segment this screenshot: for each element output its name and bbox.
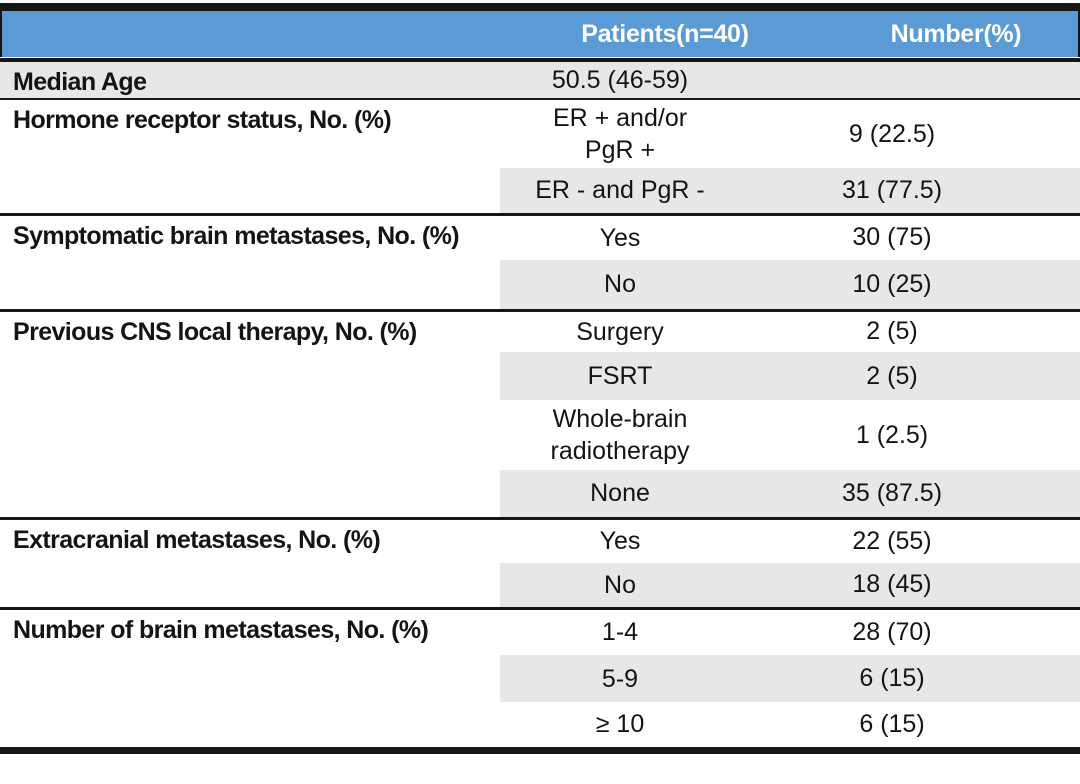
count-cell: 22 (55) (852, 526, 932, 555)
category-cell: 5-9 (500, 655, 740, 702)
table-row: Median Age 50.5 (46-59) (0, 60, 1080, 99)
table-row: ER - and PgR - 31 (77.5) (0, 168, 1080, 214)
row-label-previous-cns: Previous CNS local therapy, No. (%) (13, 317, 417, 346)
category-cell: Yes (599, 527, 641, 556)
row-label-median-age: Median Age (0, 60, 500, 99)
patient-characteristics-table: Patients(n=40) Number(%) Median Age 50.5… (0, 3, 1080, 754)
count-cell: 6 (15) (740, 655, 1080, 702)
category-cell: Surgery (576, 317, 664, 346)
row-label-number-brain-mets: Number of brain metastases, No. (%) (13, 615, 429, 644)
category-cell: 1-4 (601, 618, 639, 647)
table-row: Symptomatic brain metastases, No. (%) Ye… (0, 214, 1080, 260)
group-median-age: Median Age 50.5 (46-59) (0, 60, 1080, 99)
top-rule (0, 3, 1080, 11)
characteristics-table: Median Age 50.5 (46-59) Hormone receptor… (0, 58, 1080, 754)
count-cell (740, 60, 1080, 99)
category-cell: No (500, 563, 740, 608)
count-cell: 28 (70) (852, 617, 932, 646)
table-row: Extracranial metastases, No. (%) Yes 22 … (0, 518, 1080, 563)
row-label-hormone-receptor: Hormone receptor status, No. (%) (13, 106, 392, 134)
count-cell: 35 (87.5) (740, 470, 1080, 518)
table-header-row: Patients(n=40) Number(%) (0, 11, 1080, 57)
category-cell: Whole-brain radiotherapy (550, 405, 690, 465)
count-cell: 18 (45) (740, 563, 1080, 608)
count-cell: 9 (22.5) (848, 119, 936, 148)
header-patients: Patients(n=40) (581, 20, 749, 48)
category-cell: FSRT (500, 352, 740, 400)
table-row: Whole-brain radiotherapy 1 (2.5) (0, 400, 1080, 470)
table-row: ≥ 10 6 (15) (0, 702, 1080, 750)
row-label-symptomatic: Symptomatic brain metastases, No. (%) (13, 221, 460, 250)
group-previous-cns-therapy: Previous CNS local therapy, No. (%) Surg… (0, 310, 1080, 518)
category-cell: None (500, 470, 740, 518)
count-cell: 2 (5) (866, 317, 918, 346)
table-row: No 10 (25) (0, 260, 1080, 310)
count-cell: 2 (5) (740, 352, 1080, 400)
group-hormone-receptor: Hormone receptor status, No. (%) ER + an… (0, 99, 1080, 214)
category-cell: ER - and PgR - (500, 168, 740, 214)
count-cell: 1 (2.5) (855, 420, 929, 449)
count-cell: 6 (15) (859, 709, 925, 738)
category-cell: 50.5 (46-59) (500, 60, 740, 99)
table-row: Previous CNS local therapy, No. (%) Surg… (0, 310, 1080, 352)
category-cell: ≥ 10 (595, 710, 645, 739)
count-cell: 31 (77.5) (740, 168, 1080, 214)
count-cell: 10 (25) (740, 260, 1080, 310)
count-cell: 30 (75) (852, 223, 932, 252)
table-row: None 35 (87.5) (0, 470, 1080, 518)
group-extracranial-metastases: Extracranial metastases, No. (%) Yes 22 … (0, 518, 1080, 608)
category-cell: Yes (599, 223, 641, 252)
table-row: FSRT 2 (5) (0, 352, 1080, 400)
table-row: No 18 (45) (0, 563, 1080, 608)
row-label-extracranial: Extracranial metastases, No. (%) (13, 525, 381, 554)
table-row: Hormone receptor status, No. (%) ER + an… (0, 99, 1080, 168)
table-row: Number of brain metastases, No. (%) 1-4 … (0, 608, 1080, 655)
group-symptomatic-brain-metastases: Symptomatic brain metastases, No. (%) Ye… (0, 214, 1080, 310)
table-row: 5-9 6 (15) (0, 655, 1080, 702)
group-number-brain-metastases: Number of brain metastases, No. (%) 1-4 … (0, 608, 1080, 750)
header-number: Number(%) (890, 20, 1022, 48)
category-cell: No (500, 260, 740, 310)
category-cell: ER + and/or PgR + (552, 104, 688, 164)
